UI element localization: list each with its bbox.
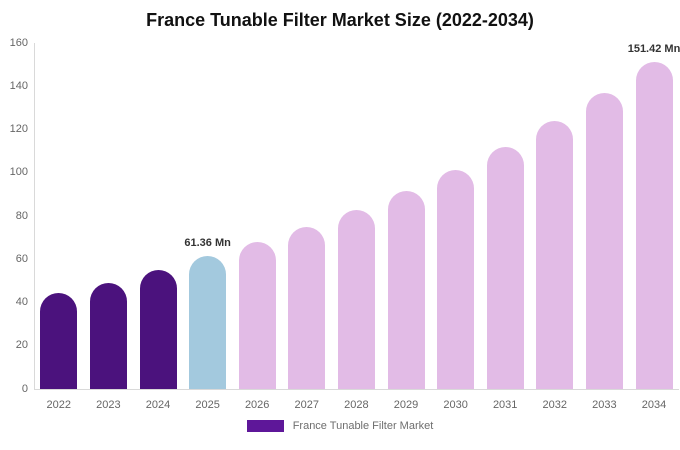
bar-2031[interactable] (486, 146, 524, 389)
x-axis-line (34, 389, 679, 390)
y-axis-tick-label-120: 120 (9, 123, 28, 135)
x-axis-tick-label-2026: 2026 (244, 399, 270, 411)
bar-2033[interactable] (585, 92, 623, 389)
x-axis-tick-label-2032: 2032 (542, 399, 568, 411)
y-axis-tick-label-60: 60 (15, 252, 28, 265)
x-axis-tick-label-2029: 2029 (393, 399, 419, 411)
bar-2025[interactable] (189, 256, 227, 389)
x-axis-tick-label-2025: 2025 (195, 399, 220, 411)
bar-2034[interactable] (635, 61, 673, 389)
x-axis-tick-label-2030: 2030 (443, 399, 468, 411)
y-axis-tick-label-160: 160 (9, 36, 28, 49)
x-axis-tick-label-2034: 2034 (641, 399, 667, 411)
bar-2022[interactable] (40, 292, 78, 389)
y-axis-tick-label-80: 80 (15, 209, 28, 222)
y-axis-tick-label-100: 100 (9, 166, 28, 179)
y-axis-line (34, 43, 35, 389)
bar-2029[interactable] (387, 190, 425, 389)
x-axis-tick-label-2024: 2024 (145, 399, 171, 411)
y-axis-tick-label-40: 40 (15, 296, 28, 308)
y-axis-tick-label-0: 0 (21, 382, 28, 395)
y-axis-tick-label-140: 140 (9, 79, 28, 92)
bar-2032[interactable] (536, 121, 574, 389)
bar-2030[interactable] (437, 169, 475, 389)
bar-value-label-2034: 151.42 Mn (627, 42, 680, 55)
x-axis-tick-label-2028: 2028 (344, 399, 369, 411)
x-axis-tick-label-2022: 2022 (46, 399, 72, 411)
y-axis-tick-label-20: 20 (15, 339, 28, 352)
bar-2026[interactable] (238, 242, 276, 389)
legend-item[interactable]: France Tunable Filter Market (0, 420, 680, 432)
bar-2027[interactable] (288, 226, 326, 389)
chart-title: France Tunable Filter Market Size (2022-… (146, 10, 534, 30)
legend-label: France Tunable Filter Market (292, 420, 434, 432)
bar-2028[interactable] (337, 209, 375, 389)
bar-2023[interactable] (89, 282, 127, 389)
x-axis-tick-label-2033: 2033 (592, 399, 617, 411)
bar-2024[interactable] (139, 270, 177, 389)
bar-value-label-2025: 61.36 Mn (184, 237, 231, 250)
x-axis-tick-label-2027: 2027 (294, 399, 320, 411)
x-axis-tick-label-2023: 2023 (96, 399, 121, 411)
x-axis-tick-label-2031: 2031 (492, 399, 518, 411)
legend-swatch (246, 420, 284, 432)
